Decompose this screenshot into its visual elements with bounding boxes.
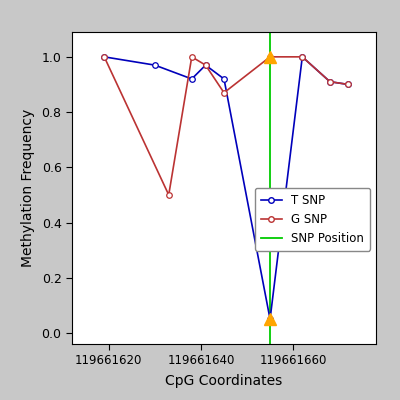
- X-axis label: CpG Coordinates: CpG Coordinates: [165, 374, 283, 388]
- Y-axis label: Methylation Frequency: Methylation Frequency: [21, 109, 35, 267]
- Legend: T SNP, G SNP, SNP Position: T SNP, G SNP, SNP Position: [255, 188, 370, 251]
